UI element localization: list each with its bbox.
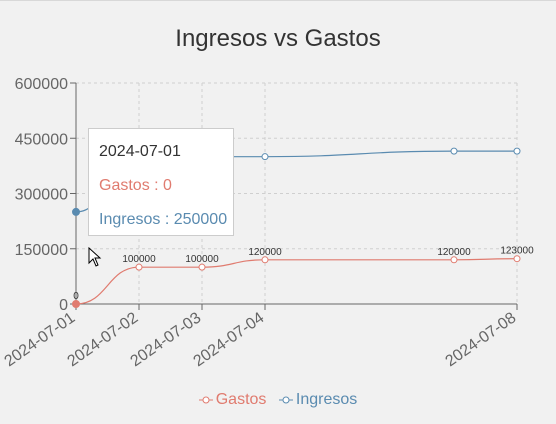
x-tick-label: 2024-07-04 bbox=[191, 309, 268, 370]
legend-item-gastos[interactable]: Gastos bbox=[198, 391, 267, 409]
legend-line-circle-icon bbox=[198, 396, 213, 404]
x-tick-label: 2024-07-08 bbox=[443, 309, 520, 370]
chart-title: Ingresos vs Gastos bbox=[175, 25, 381, 52]
y-tick-label: 450000 bbox=[15, 131, 68, 148]
legend-label: Ingresos bbox=[295, 391, 358, 408]
y-tick-label: 0 bbox=[59, 297, 68, 314]
data-point-gastos bbox=[198, 263, 206, 271]
chart-tooltip: 2024-07-01 Gastos : 0 Ingresos : 250000 bbox=[88, 128, 234, 236]
data-label-gastos: 120000 bbox=[437, 247, 471, 258]
series-line-gastos bbox=[75, 258, 518, 305]
data-point-ingresos bbox=[261, 153, 269, 161]
y-tick-label: 600000 bbox=[15, 76, 68, 93]
tooltip-gastos: Gastos : 0 bbox=[99, 177, 172, 194]
axes: 01500003000004500006000002024-07-012024-… bbox=[2, 76, 520, 370]
data-point-gastos bbox=[450, 256, 458, 264]
y-tick-label: 150000 bbox=[15, 242, 68, 259]
data-point-ingresos bbox=[513, 147, 521, 155]
data-point-gastos bbox=[261, 256, 269, 264]
data-point-ingresos bbox=[450, 147, 458, 155]
data-label-gastos: 0 bbox=[73, 291, 79, 302]
data-label-gastos: 123000 bbox=[500, 246, 534, 257]
data-point-gastos bbox=[135, 263, 143, 271]
legend-item-ingresos[interactable]: Ingresos bbox=[278, 391, 358, 409]
series-layer bbox=[72, 147, 521, 308]
data-label-gastos: 120000 bbox=[248, 247, 282, 258]
data-label-gastos: 100000 bbox=[185, 254, 219, 265]
legend-label: Gastos bbox=[215, 391, 267, 408]
data-labels: 0 100000 100000 120000 120000 123000 bbox=[73, 246, 534, 302]
data-point-ingresos bbox=[72, 207, 80, 216]
tooltip-ingresos: Ingresos : 250000 bbox=[99, 211, 228, 228]
tooltip-date: 2024-07-01 bbox=[99, 143, 181, 160]
y-tick-label: 300000 bbox=[15, 187, 68, 204]
legend-line-circle-icon bbox=[278, 396, 293, 404]
data-point-gastos bbox=[72, 300, 80, 308]
data-point-gastos bbox=[513, 255, 521, 263]
data-label-gastos: 100000 bbox=[122, 254, 156, 265]
legend: Gastos Ingresos bbox=[0, 391, 556, 409]
mouse-pointer-icon bbox=[88, 247, 102, 267]
